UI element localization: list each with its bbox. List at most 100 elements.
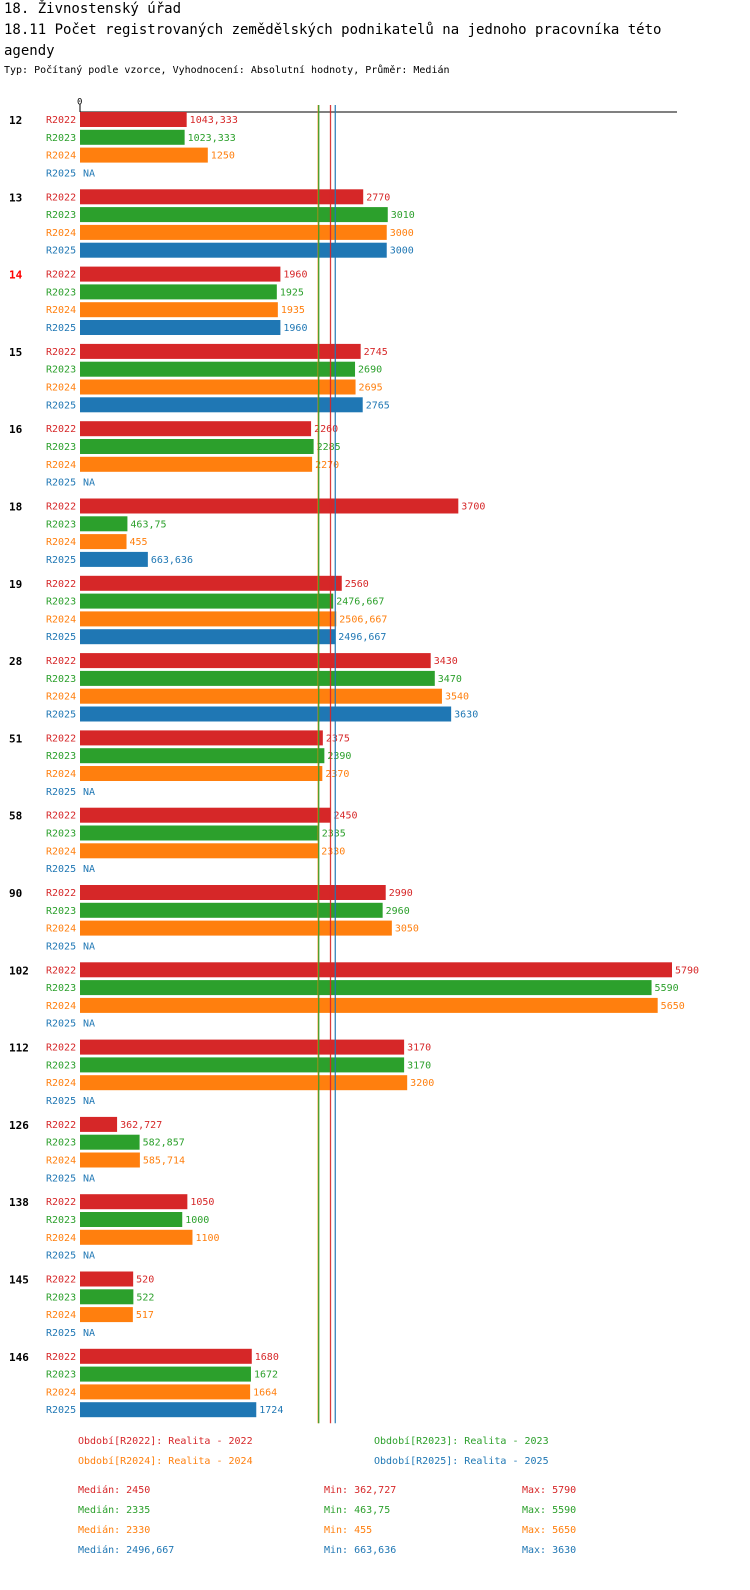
bar [80,670,435,686]
series-row-label: R2022 [46,1275,76,1286]
category-label: 15 [9,346,22,359]
max-stat: Max: 3630 [522,1545,577,1556]
bar [80,551,148,567]
data-label: 3430 [434,656,458,667]
bar [80,112,187,127]
data-label: 520 [136,1275,154,1286]
data-label: 1672 [254,1370,278,1381]
series-row-label: R2022 [46,1352,76,1363]
data-label: 2506,667 [339,614,387,625]
category-label: 13 [9,191,22,204]
bar [80,343,361,359]
legend-item: Období[R2023]: Realita - 2023 [374,1436,549,1447]
category-label: 14 [9,269,23,282]
bar [80,575,342,591]
bar [80,498,459,514]
data-label: 3000 [390,228,414,239]
bar [80,997,658,1013]
series-row-label: R2023 [46,751,76,762]
data-label: 5650 [661,1001,685,1012]
bar [80,885,386,900]
data-label: 2695 [359,383,383,394]
data-label: 2375 [326,733,350,744]
data-label: 2390 [327,751,351,762]
series-row-label: R2024 [46,1387,76,1398]
category-label: 112 [9,1042,29,1055]
data-label: 3000 [390,246,414,257]
data-label: 2690 [358,365,382,376]
data-label: 2960 [386,906,410,917]
series-row-label: R2024 [46,537,76,548]
series-row-label: R2024 [46,1078,76,1089]
series-row-label: R2025 [46,787,76,798]
series-row-label: R2025 [46,632,76,643]
series-row-label: R2023 [46,1370,76,1381]
bar [80,1366,251,1382]
bar [80,843,319,859]
series-row-label: R2023 [46,442,76,453]
chart-subtitle: Typ: Počítaný podle vzorce, Vyhodnocení:… [4,65,450,76]
bar [80,439,314,454]
legend-item: Období[R2022]: Realita - 2022 [78,1436,253,1447]
na-label: NA [83,787,95,798]
series-row-label: R2024 [46,228,76,239]
bar [80,421,312,437]
series-row-label: R2025 [46,478,76,489]
series-row-label: R2025 [46,555,76,566]
series-row-label: R2024 [46,305,76,316]
bar [80,706,452,722]
series-row-label: R2022 [46,502,76,513]
max-stat: Max: 5590 [522,1505,577,1516]
series-row-label: R2024 [46,1233,76,1244]
category-label: 16 [9,423,23,436]
bar [80,147,208,163]
bar [80,397,363,413]
bar [80,1116,118,1132]
x-axis-tick-label: 0 [77,98,82,108]
bar [80,766,323,781]
data-label: 362,727 [120,1120,162,1131]
data-label: 3010 [391,210,415,221]
series-row-label: R2024 [46,846,76,857]
series-row-label: R2023 [46,1060,76,1071]
data-label: 3200 [410,1078,434,1089]
series-row-label: R2022 [46,347,76,358]
series-row-label: R2024 [46,769,76,780]
series-row-label: R2023 [46,983,76,994]
bar [80,189,364,205]
bar [80,611,337,627]
data-label: 1960 [283,323,307,334]
bar [80,1152,140,1168]
bar [80,266,281,282]
series-row-label: R2025 [46,168,76,179]
bar [80,1134,140,1150]
data-label: 5590 [655,983,679,994]
series-row-label: R2024 [46,924,76,935]
bar [80,534,127,550]
category-label: 138 [9,1196,29,1209]
series-row-label: R2025 [46,1251,76,1262]
category-label: 102 [9,964,29,977]
data-label: 5790 [675,965,699,976]
series-row-label: R2022 [46,424,76,435]
bar [80,962,672,978]
data-label: 3540 [445,692,469,703]
median-stat: Medián: 2450 [78,1485,151,1496]
page-title: 18. Živnostenský úřad [4,1,182,17]
median-stat: Medián: 2335 [78,1505,151,1516]
data-label: 1000 [185,1215,209,1226]
data-label: 2765 [366,400,390,411]
series-row-label: R2023 [46,597,76,608]
category-label: 58 [9,810,22,823]
data-label: 2260 [314,424,338,435]
series-row-label: R2022 [46,1197,76,1208]
series-row-label: R2024 [46,383,76,394]
data-label: 1664 [253,1387,277,1398]
median-stat: Medián: 2496,667 [78,1545,175,1556]
category-label: 51 [9,732,23,745]
data-label: 3170 [407,1060,431,1071]
data-label: 3470 [438,674,462,685]
data-label: 663,636 [151,555,193,566]
series-row-label: R2025 [46,1173,76,1184]
